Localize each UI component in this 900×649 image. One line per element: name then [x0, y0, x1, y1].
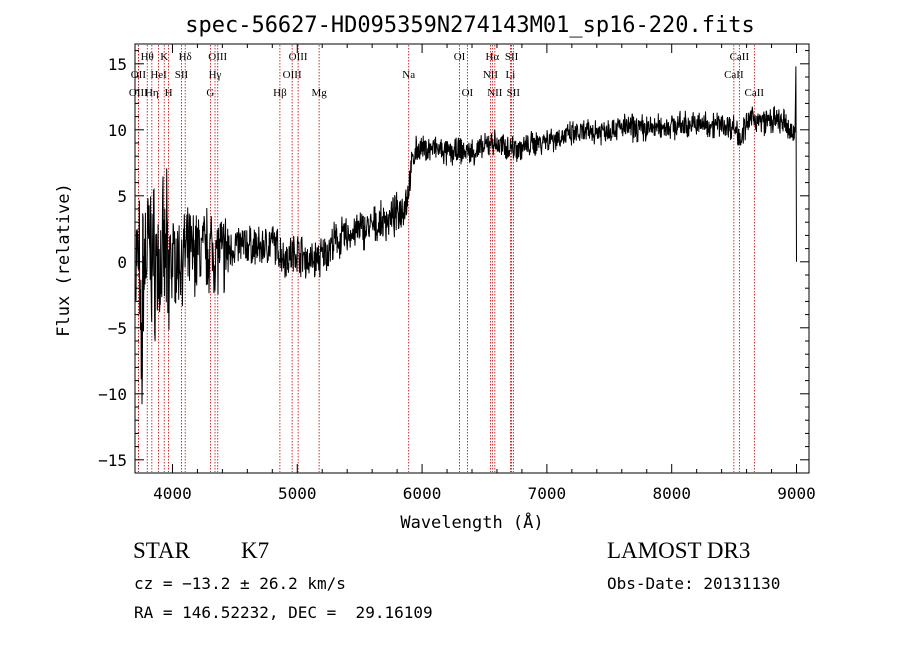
x-axis-label: Wavelength (Å) [400, 511, 543, 533]
line-label-8: Hδ [179, 51, 192, 63]
y-tick-label-15: 15 [108, 55, 127, 74]
line-label-3: Hη [145, 87, 159, 99]
y-tick-label--5: −5 [108, 319, 127, 338]
redshift-value: cz = −13.2 ± 26.2 km/s [134, 574, 346, 593]
x-tick-label-8000: 8000 [652, 484, 691, 503]
spectrum-line [135, 66, 797, 405]
survey-name: LAMOST DR3 [607, 538, 751, 563]
line-label-7: SII [175, 69, 189, 81]
y-tick-label-5: 5 [117, 187, 127, 206]
line-label-9: OIII [208, 51, 227, 63]
line-label-6: H [165, 87, 173, 99]
line-label-25: CaII [730, 51, 750, 63]
x-tick-label-6000: 6000 [403, 484, 442, 503]
y-axis: −15 −10 −5 0 5 10 15 [98, 50, 809, 474]
y-tick-label--15: −15 [98, 451, 127, 470]
chart-title: spec-56627-HD095359N274143M01_sp16-220.f… [185, 13, 755, 38]
line-label-26: CaII [724, 69, 744, 81]
y-tick-label--10: −10 [98, 385, 127, 404]
line-label-17: OI [454, 51, 466, 63]
line-label-13: OIII [289, 51, 308, 63]
plot-frame [134, 43, 810, 474]
x-tick-label-7000: 7000 [528, 484, 567, 503]
line-label-24: SII [507, 87, 521, 99]
line-label-22: SII [505, 51, 519, 63]
line-label-10: Hγ [209, 69, 222, 81]
line-label-11: G [206, 87, 214, 99]
line-label-23: Li [506, 69, 516, 81]
line-label-14: OIII [283, 69, 302, 81]
x-axis: 4000 5000 6000 7000 8000 9000 [153, 44, 816, 503]
line-label-20: NII [483, 69, 499, 81]
line-label-21: NII [487, 87, 503, 99]
line-label-27: CaII [745, 87, 765, 99]
line-label-19: Hα [485, 51, 499, 63]
object-class: STAR [133, 538, 190, 563]
y-tick-label-10: 10 [108, 121, 127, 140]
line-label-4: K [160, 51, 168, 63]
spectrum-chart: spec-56627-HD095359N274143M01_sp16-220.f… [54, 13, 816, 533]
line-label-12: Hβ [273, 87, 287, 99]
line-label-16: Na [402, 69, 415, 81]
line-label-5: HeI [150, 69, 167, 81]
line-label-0: Hθ [141, 51, 154, 63]
coordinates: RA = 146.52232, DEC = 29.16109 [134, 603, 433, 622]
y-axis-label: Flux (relative) [54, 183, 74, 337]
x-tick-label-9000: 9000 [777, 484, 816, 503]
observation-date: Obs-Date: 20131130 [607, 574, 781, 593]
line-label-2: OIII [129, 87, 148, 99]
line-label-1: OII [131, 69, 147, 81]
line-label-18: OI [462, 87, 474, 99]
x-tick-label-5000: 5000 [278, 484, 317, 503]
line-label-15: Mg [311, 87, 327, 99]
x-tick-label-4000: 4000 [153, 484, 192, 503]
object-subclass: K7 [241, 538, 270, 563]
y-tick-label-0: 0 [117, 253, 127, 272]
